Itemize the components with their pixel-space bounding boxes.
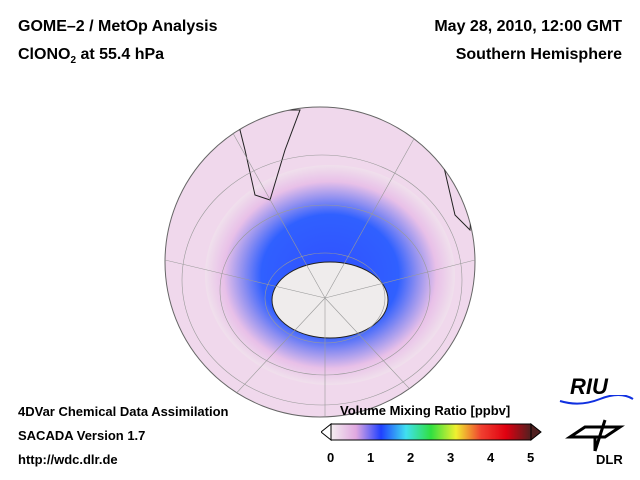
- colorbar-tick-label: 4: [487, 450, 495, 465]
- colorbar-tick-label: 0: [327, 450, 335, 465]
- date-label: May 28, 2010, 12:00 GMT: [434, 18, 622, 35]
- footer-line-1: 4DVar Chemical Data Assimilation: [18, 404, 229, 419]
- antarctica: [271, 261, 389, 339]
- footer-line-2: SACADA Version 1.7: [18, 428, 146, 443]
- colorbar-gradient: [330, 423, 532, 441]
- colorbar-low-arrow: [321, 423, 332, 442]
- riu-wave-icon: [559, 395, 634, 405]
- colorbar-tick-label: 1: [367, 450, 375, 465]
- colorbar-high-arrow: [530, 423, 542, 442]
- species-label: ClONO2 at 55.4 hPa: [18, 46, 165, 67]
- dlr-label: DLR: [596, 452, 623, 467]
- region-label: Southern Hemisphere: [455, 46, 622, 63]
- colorbar-tick-label: 3: [447, 450, 455, 465]
- map-title: GOME–2 / MetOp Analysis: [18, 18, 218, 35]
- colorbar-title: Volume Mixing Ratio [ppbv]: [340, 403, 511, 418]
- riu-logo: RIU: [570, 374, 608, 399]
- footer-link[interactable]: http://wdc.dlr.de: [18, 452, 118, 467]
- colorbar-tick-label: 2: [407, 450, 415, 465]
- colorbar-tick-label: 5: [527, 450, 535, 465]
- colorbar: [321, 423, 542, 442]
- dlr-logo-icon: [565, 419, 625, 452]
